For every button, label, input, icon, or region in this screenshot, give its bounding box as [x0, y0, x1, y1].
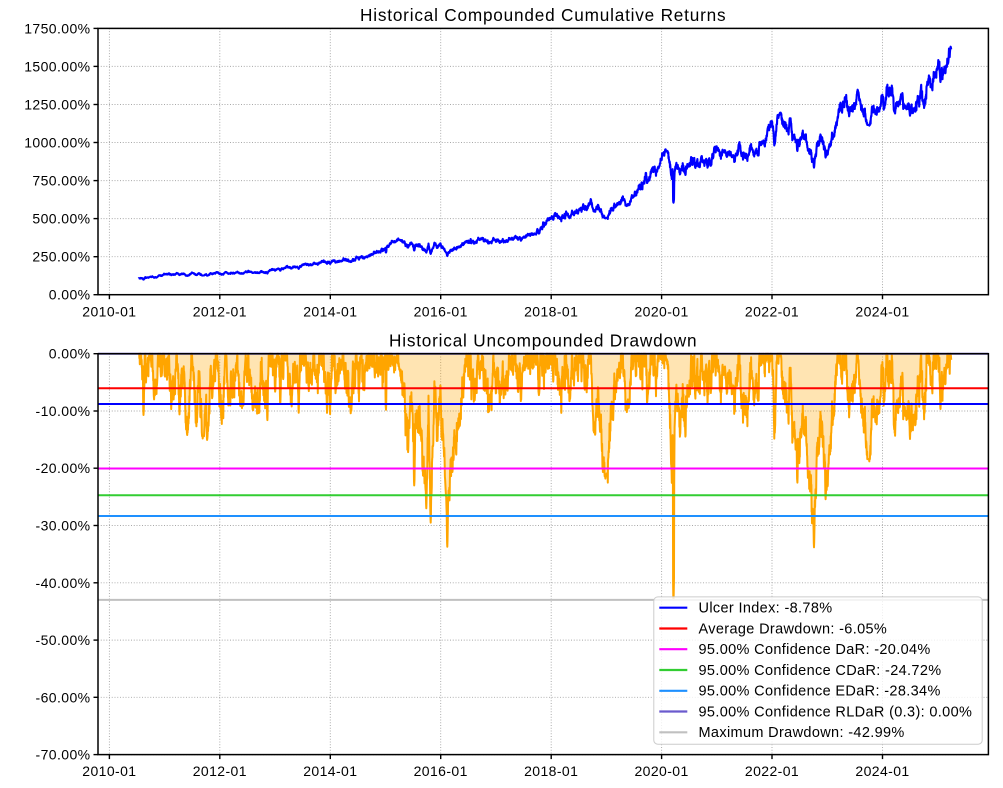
svg-text:2012-01: 2012-01 [193, 303, 247, 319]
svg-text:2022-01: 2022-01 [745, 303, 799, 319]
svg-text:1750.00%: 1750.00% [24, 20, 90, 36]
svg-text:2020-01: 2020-01 [635, 303, 689, 319]
svg-text:1500.00%: 1500.00% [24, 58, 90, 74]
svg-text:2016-01: 2016-01 [414, 763, 468, 779]
svg-text:Historical Uncompounded Drawdo: Historical Uncompounded Drawdown [389, 331, 697, 351]
svg-text:2012-01: 2012-01 [193, 763, 247, 779]
svg-text:2024-01: 2024-01 [855, 303, 909, 319]
svg-text:-30.00%: -30.00% [36, 518, 91, 534]
svg-text:95.00% Confidence DaR: -20.04%: 95.00% Confidence DaR: -20.04% [699, 642, 931, 658]
svg-text:2010-01: 2010-01 [82, 303, 136, 319]
svg-text:95.00% Confidence RLDaR (0.3):: 95.00% Confidence RLDaR (0.3): 0.00% [699, 704, 973, 720]
svg-text:2014-01: 2014-01 [303, 763, 357, 779]
svg-text:95.00% Confidence CDaR: -24.72: 95.00% Confidence CDaR: -24.72% [699, 663, 942, 679]
svg-text:2016-01: 2016-01 [414, 303, 468, 319]
svg-text:1250.00%: 1250.00% [24, 97, 90, 113]
svg-text:-70.00%: -70.00% [36, 747, 91, 763]
svg-text:-20.00%: -20.00% [36, 460, 91, 476]
svg-text:-10.00%: -10.00% [36, 403, 91, 419]
svg-text:1000.00%: 1000.00% [24, 135, 90, 151]
svg-text:2024-01: 2024-01 [855, 763, 909, 779]
svg-text:-60.00%: -60.00% [36, 689, 91, 705]
svg-text:2018-01: 2018-01 [524, 763, 578, 779]
svg-text:2018-01: 2018-01 [524, 303, 578, 319]
svg-text:2022-01: 2022-01 [745, 763, 799, 779]
svg-text:-40.00%: -40.00% [36, 575, 91, 591]
svg-text:0.00%: 0.00% [49, 287, 91, 303]
svg-text:250.00%: 250.00% [32, 249, 90, 265]
svg-text:750.00%: 750.00% [32, 173, 90, 189]
svg-text:-50.00%: -50.00% [36, 632, 91, 648]
svg-text:2014-01: 2014-01 [303, 303, 357, 319]
svg-text:500.00%: 500.00% [32, 211, 90, 227]
svg-text:Average Drawdown: -6.05%: Average Drawdown: -6.05% [699, 621, 888, 637]
svg-text:Historical Compounded Cumulati: Historical Compounded Cumulative Returns [360, 5, 726, 25]
svg-text:Maximum Drawdown: -42.99%: Maximum Drawdown: -42.99% [699, 725, 905, 741]
svg-text:Ulcer Index: -8.78%: Ulcer Index: -8.78% [699, 601, 833, 617]
svg-text:0.00%: 0.00% [49, 346, 91, 362]
svg-text:2010-01: 2010-01 [82, 763, 136, 779]
svg-text:95.00% Confidence EDaR: -28.34: 95.00% Confidence EDaR: -28.34% [699, 684, 941, 700]
svg-text:2020-01: 2020-01 [635, 763, 689, 779]
